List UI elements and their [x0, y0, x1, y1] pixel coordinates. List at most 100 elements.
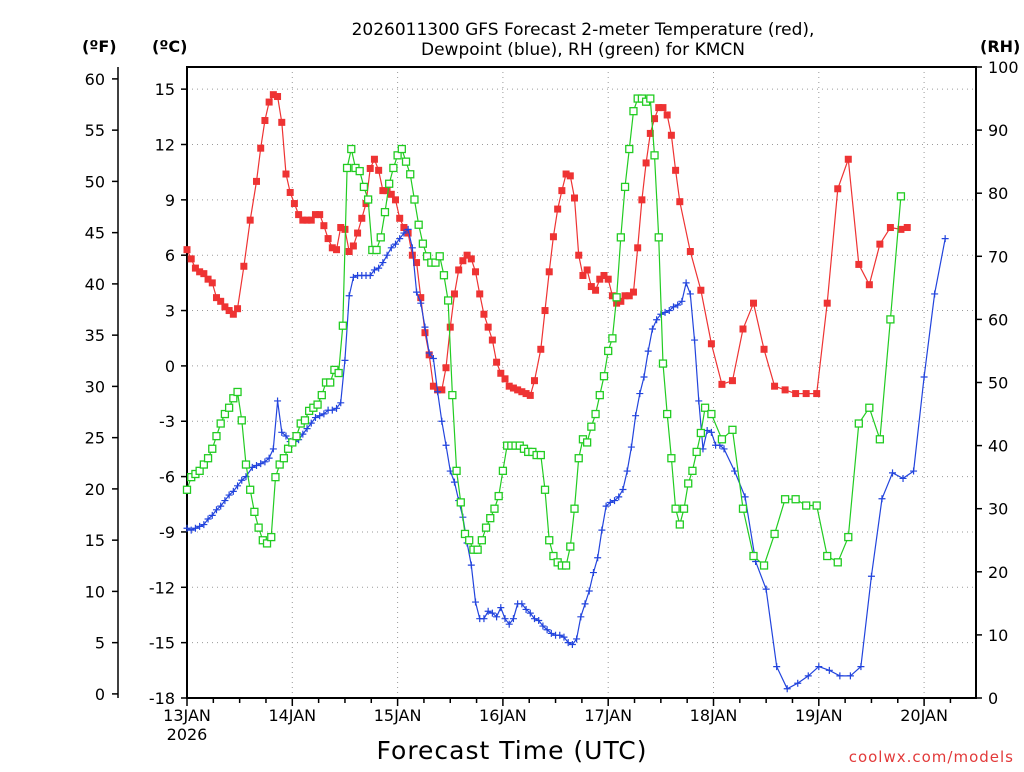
rh-unit-label: (RH): [980, 37, 1020, 56]
dewpoint-line: [186, 228, 946, 690]
rh-point: [393, 151, 402, 160]
temperature-point: [865, 281, 873, 289]
temperature-point: [750, 299, 758, 307]
rh-point: [759, 561, 769, 570]
rh-point: [738, 504, 748, 513]
temperature-point: [391, 196, 399, 204]
dewpoint-point: [682, 279, 690, 287]
temperature-point: [290, 200, 298, 208]
rh-point: [570, 504, 579, 513]
dewpoint-point: [686, 290, 694, 298]
rh-point: [355, 166, 364, 176]
rh-point: [401, 157, 411, 166]
dewpoint-point: [678, 297, 686, 305]
rh-point: [246, 485, 255, 494]
rh-point: [545, 536, 554, 545]
dewpoint-point: [653, 316, 661, 324]
rh-point: [540, 485, 550, 494]
x-tick-label: 18JAN: [690, 706, 738, 725]
dewpoint-point: [585, 587, 593, 595]
temperature-point: [225, 307, 233, 315]
temperature-point: [450, 290, 458, 298]
rh-point: [536, 450, 545, 460]
temperature-line: [186, 93, 908, 397]
temperature-point: [316, 211, 324, 219]
dewpoint-point: [467, 561, 475, 569]
rh-point: [237, 416, 246, 425]
dewpoint-point: [257, 460, 265, 468]
temperature-point: [442, 364, 450, 372]
temperature-point: [596, 275, 604, 283]
rh-point: [216, 419, 225, 428]
dewpoint-point: [661, 308, 669, 316]
temperature-point: [545, 268, 553, 276]
temperature-point: [621, 292, 629, 300]
rh-tick-label: 20: [988, 563, 1008, 582]
dewpoint-point: [183, 524, 191, 532]
temperature-point: [282, 170, 290, 178]
rh-point: [288, 438, 297, 447]
dewpoint-point: [400, 229, 408, 237]
temperature-point: [655, 104, 663, 112]
rh-point: [595, 390, 604, 400]
rh-tick-label: 80: [988, 184, 1008, 203]
temperature-point: [663, 111, 671, 119]
temperature-point: [221, 303, 229, 311]
dewpoint-point: [644, 347, 652, 355]
temperature-point: [404, 229, 412, 237]
rh-point: [658, 359, 668, 368]
celsius-tick-label: -15: [149, 634, 175, 653]
rh-point: [650, 151, 659, 160]
dewpoint-point: [238, 476, 246, 484]
celsius-tick-label: -3: [159, 412, 175, 431]
temperature-point: [530, 377, 538, 385]
temperature-point: [324, 235, 332, 243]
temperature-point: [541, 307, 549, 315]
dewpoint-point: [497, 604, 505, 612]
rh-point: [275, 460, 284, 469]
rh-point: [646, 94, 655, 103]
dewpoint-point: [408, 244, 416, 252]
temperature-point: [311, 211, 319, 219]
temperature-point: [558, 187, 566, 195]
rh-point: [254, 523, 263, 532]
rh-point: [875, 435, 885, 444]
dewpoint-point: [316, 412, 324, 420]
rh-point: [414, 220, 423, 229]
dewpoint-point: [568, 640, 576, 648]
dewpoint-point: [375, 264, 383, 272]
temperature-point: [337, 224, 345, 232]
rh-tick-label: 0: [988, 689, 998, 708]
temperature-point: [592, 286, 600, 294]
dewpoint-point: [632, 412, 640, 420]
rh-point: [372, 245, 381, 255]
x-tick-sublabel: 2026: [167, 725, 208, 744]
temperature-point: [438, 386, 446, 394]
dewpoint-point: [274, 397, 282, 405]
rh-tick-label: 50: [988, 374, 1008, 393]
dewpoint-point: [265, 454, 273, 462]
rh-point: [494, 491, 503, 501]
temperature-point: [739, 325, 747, 333]
rh-point: [182, 485, 192, 494]
dewpoint-point: [804, 672, 812, 680]
dewpoint-point: [611, 497, 619, 505]
x-tick-label: 20JAN: [900, 706, 948, 725]
plot-frame: [186, 66, 977, 699]
dewpoint-point: [391, 240, 399, 248]
dewpoint-point: [366, 271, 374, 279]
temperature-point: [204, 275, 212, 283]
dewpoint-point: [669, 303, 677, 311]
rh-point: [473, 545, 482, 554]
rh-point: [376, 233, 385, 242]
rh-point: [300, 416, 310, 425]
temperature-point: [421, 329, 429, 337]
dewpoint-point: [429, 355, 437, 363]
rh-point: [431, 258, 440, 267]
dewpoint-point: [522, 605, 530, 613]
temperature-point: [217, 297, 225, 305]
dewpoint-point: [518, 600, 526, 608]
temperature-point: [608, 292, 616, 300]
temperature-point: [320, 222, 328, 230]
chart-title-line2: Dewpoint (blue), RH (green) for KMCN: [421, 40, 745, 60]
